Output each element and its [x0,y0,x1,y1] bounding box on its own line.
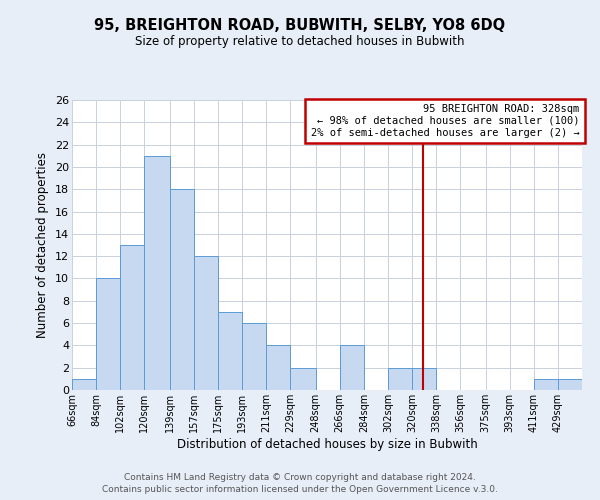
Bar [266,346,290,390]
Bar [194,256,218,390]
Bar [290,368,316,390]
Bar [340,346,364,390]
Bar [96,278,120,390]
X-axis label: Distribution of detached houses by size in Bubwith: Distribution of detached houses by size … [176,438,478,450]
Bar [242,323,266,390]
Bar [218,312,242,390]
Text: 95, BREIGHTON ROAD, BUBWITH, SELBY, YO8 6DQ: 95, BREIGHTON ROAD, BUBWITH, SELBY, YO8 … [94,18,506,32]
Bar [72,379,96,390]
Bar [120,245,144,390]
Text: Contains public sector information licensed under the Open Government Licence v.: Contains public sector information licen… [102,485,498,494]
Bar [144,156,170,390]
Bar [534,379,558,390]
Bar [388,368,412,390]
Text: 95 BREIGHTON ROAD: 328sqm
← 98% of detached houses are smaller (100)
2% of semi-: 95 BREIGHTON ROAD: 328sqm ← 98% of detac… [311,104,580,138]
Bar [558,379,582,390]
Bar [170,189,194,390]
Text: Contains HM Land Registry data © Crown copyright and database right 2024.: Contains HM Land Registry data © Crown c… [124,472,476,482]
Bar [412,368,436,390]
Text: Size of property relative to detached houses in Bubwith: Size of property relative to detached ho… [135,35,465,48]
Y-axis label: Number of detached properties: Number of detached properties [37,152,49,338]
